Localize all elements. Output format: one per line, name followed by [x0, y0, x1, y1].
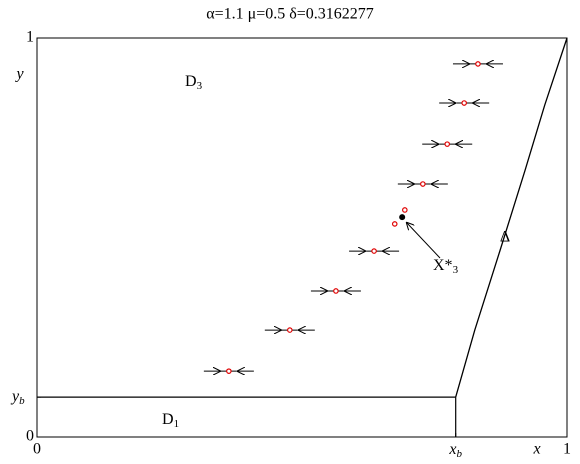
x-tick-label-main: x [448, 441, 456, 458]
region-label-sub: 3 [197, 80, 203, 92]
chart-title: α=1.1 μ=0.5 δ=0.3162277 [206, 6, 374, 23]
equilibrium-point [461, 100, 467, 106]
equilibrium-point [333, 288, 339, 294]
x-tick-label-sub: b [457, 448, 463, 459]
point-label-sub: 3 [453, 264, 459, 276]
equilibrium-point [391, 221, 398, 227]
region-label-main: D [185, 73, 197, 90]
region-label: D3 [185, 73, 203, 92]
delta-curve [455, 37, 568, 398]
x-axis-label: x [532, 441, 540, 458]
annotation-arrow [406, 222, 441, 259]
equilibrium-point [444, 141, 451, 147]
curve-label: Δ [500, 229, 510, 246]
y-tick-label: 0 [26, 428, 34, 445]
y-tick-label-main: y [10, 388, 20, 405]
equilibrium-point [226, 368, 232, 374]
x-tick-label: 1 [563, 441, 571, 458]
x-tick-label: 0 [33, 441, 41, 458]
equilibrium-point [420, 181, 426, 187]
fixed-point [399, 214, 406, 221]
region-label: D1 [162, 411, 179, 430]
point-label: X*3 [433, 257, 459, 276]
y-axis-label: y [14, 66, 24, 83]
x-tick-label: xb [448, 441, 462, 459]
equilibrium-point [287, 327, 293, 333]
point-label-main: X* [433, 257, 453, 274]
region-label-main: D [162, 411, 174, 428]
region-label-sub: 1 [174, 418, 180, 430]
equilibrium-point [371, 248, 377, 254]
y-tick-label-sub: b [19, 395, 25, 407]
plot-frame [36, 37, 568, 438]
equilibrium-point [402, 207, 408, 213]
y-tick-label: yb [10, 388, 25, 407]
y-tick-label: 1 [26, 29, 34, 46]
equilibrium-point [475, 61, 481, 67]
